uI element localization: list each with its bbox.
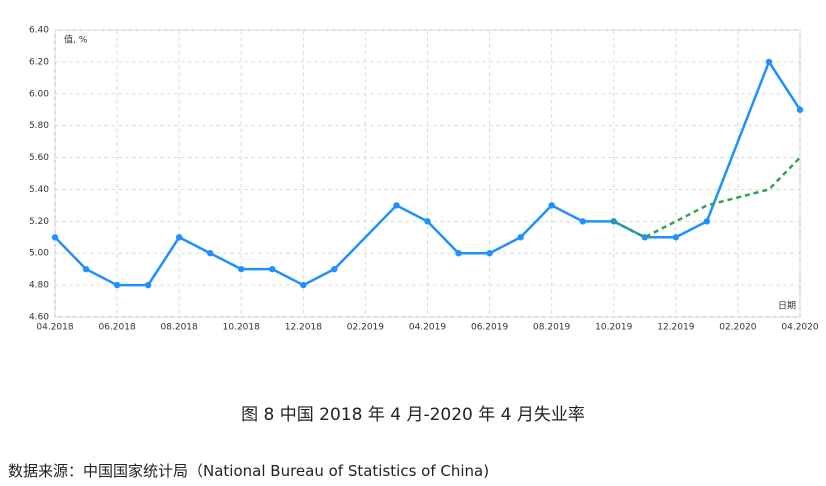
y-axis-label: 值, % (64, 34, 88, 46)
data-point (331, 265, 338, 273)
x-tick-label: 04.2018 (36, 323, 73, 333)
chart: 值, % 日期 4.60 4.80 5.00 5.20 5.40 5.60 5.80 6.00… (29, 26, 819, 333)
data-point (455, 250, 462, 257)
x-tick-label: 04.2020 (781, 323, 818, 333)
y-tick-label: 5.60 (29, 153, 49, 163)
x-tick-label: 08.2019 (533, 323, 570, 333)
data-point (703, 218, 711, 225)
y-tick-label: 5.40 (29, 185, 49, 195)
caption: 图 8 中国 2018 年 4 月-2020 年 4 月失业率 (241, 405, 585, 425)
x-tick-label: 04.2019 (409, 323, 446, 333)
data-point (765, 58, 773, 66)
y-tick-label: 6.20 (29, 57, 49, 67)
y-tick-label: 5.00 (29, 249, 49, 259)
data-point (269, 265, 276, 273)
data-point (796, 106, 804, 113)
x-tick-label: 06.2019 (471, 323, 508, 333)
data-point (144, 281, 152, 289)
y-tick-label: 5.20 (29, 217, 49, 227)
y-tick-label: 4.60 (29, 313, 49, 323)
x-tick-label: 06.2018 (98, 323, 135, 333)
data-point (238, 265, 245, 273)
data-point (517, 234, 524, 241)
data-point (207, 250, 214, 257)
data-point (579, 218, 586, 225)
data-point (300, 281, 307, 289)
y-tick-label: 6.40 (29, 26, 49, 36)
source: 数据来源：中国国家统计局（National Bureau of Statisti… (8, 462, 490, 480)
data-point (175, 234, 183, 241)
data-point (486, 250, 493, 257)
data-point (113, 281, 121, 289)
data-point (82, 265, 90, 273)
data-point (393, 202, 400, 209)
x-tick-label: 10.2018 (223, 323, 260, 333)
data-point (672, 234, 680, 241)
data-point (548, 202, 555, 209)
x-axis-label: 日期 (778, 301, 796, 312)
x-tick-label: 02.2020 (719, 323, 756, 333)
x-tick-label: 12.2018 (285, 323, 322, 333)
x-tick-label: 10.2019 (595, 323, 632, 333)
x-tick-label: 08.2018 (161, 323, 198, 333)
y-tick-label: 4.80 (29, 281, 49, 291)
x-tick-label: 02.2019 (347, 323, 384, 333)
data-point (424, 218, 431, 225)
series-line (613, 156, 801, 239)
y-tick-label: 5.80 (29, 121, 49, 131)
x-tick-label: 12.2019 (657, 323, 694, 333)
data-point (51, 234, 59, 241)
y-tick-label: 6.00 (29, 89, 49, 99)
